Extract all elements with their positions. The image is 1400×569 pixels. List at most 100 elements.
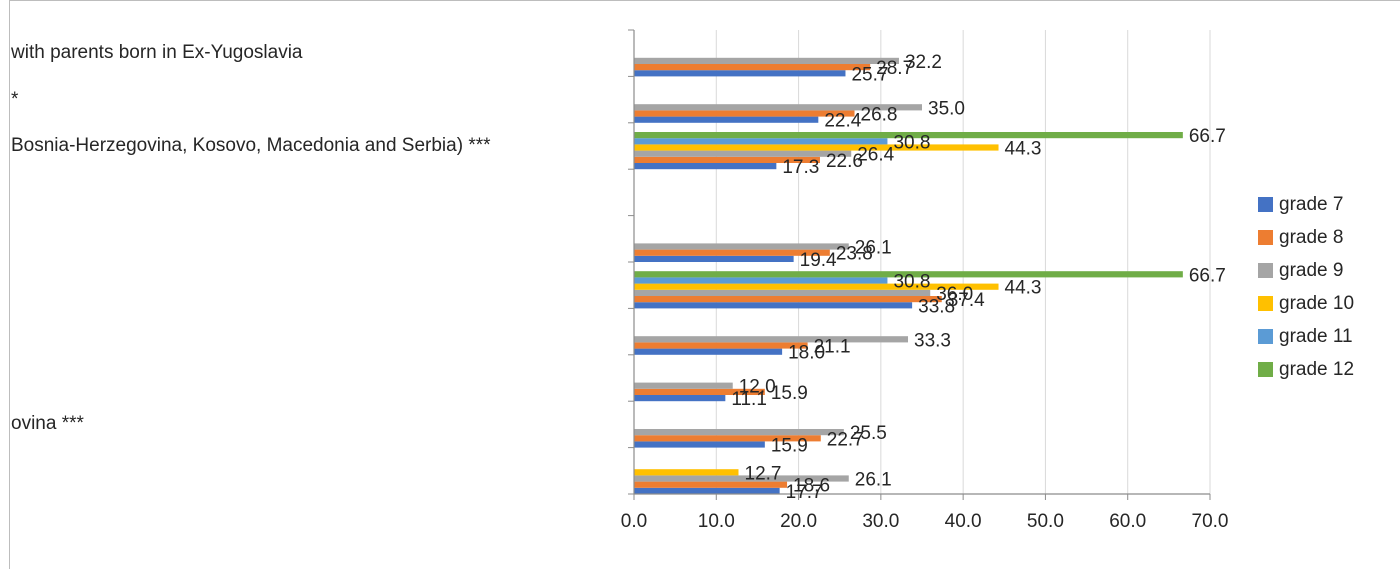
bar-grade-8 (634, 296, 942, 303)
bar-grade-8 (634, 481, 788, 488)
bar-grade-8 (634, 156, 820, 163)
data-label: 22.6 (826, 151, 863, 172)
bar-grade-7 (634, 255, 794, 262)
legend-swatch (1258, 296, 1273, 311)
data-label: 36.0 (936, 284, 973, 305)
data-label: 35.0 (928, 98, 965, 119)
data-label: 21.1 (814, 337, 851, 358)
data-label: 23.8 (836, 244, 873, 265)
data-label: 44.3 (1005, 278, 1042, 299)
data-label: 33.3 (914, 330, 951, 351)
bar-grade-10 (634, 283, 999, 290)
bar-grade-7 (634, 163, 777, 170)
data-label: 17.7 (786, 482, 823, 503)
legend-swatch (1258, 263, 1273, 278)
legend-swatch (1258, 362, 1273, 377)
bar-grade-8 (634, 249, 830, 256)
x-tick-label: 0.0 (621, 511, 647, 532)
data-label: 66.7 (1189, 265, 1226, 286)
bar-grade-9 (634, 475, 849, 482)
bar-grade-9 (634, 57, 899, 64)
category-label: ovina *** (11, 413, 84, 435)
gridlines (633, 30, 1211, 494)
data-label: 26.4 (857, 145, 894, 166)
data-label: 44.3 (1005, 139, 1042, 160)
bar-grade-9 (634, 289, 931, 296)
bar-grade-7 (634, 302, 913, 309)
data-label: 26.1 (855, 470, 892, 491)
bar-grade-9 (634, 429, 844, 436)
bar-grade-8 (634, 64, 871, 71)
data-labels: 25.722.417.319.433.818.011.115.917.728.7… (731, 52, 1225, 503)
data-label: 12.0 (739, 377, 776, 398)
data-label: 15.9 (771, 436, 808, 457)
legend-item: grade 12 (1258, 353, 1354, 386)
bar-grade-11 (634, 277, 888, 284)
data-label: 25.5 (850, 423, 887, 444)
bar-grade-9 (634, 336, 909, 343)
bar-grade-8 (634, 435, 821, 442)
legend-swatch (1258, 329, 1273, 344)
data-label: 37.4 (948, 290, 985, 311)
bar-grade-8 (634, 110, 855, 117)
legend-swatch (1258, 230, 1273, 245)
data-label: 26.8 (861, 105, 898, 126)
legend-label: grade 7 (1279, 193, 1344, 215)
data-label: 15.9 (771, 383, 808, 404)
legend-label: grade 10 (1279, 292, 1355, 314)
data-label: 11.1 (731, 389, 767, 410)
x-tick-label: 60.0 (1109, 511, 1146, 532)
data-label: 22.4 (824, 111, 861, 132)
data-label: 18.6 (793, 476, 830, 497)
bar-grade-9 (634, 150, 852, 157)
data-label: 22.7 (827, 429, 864, 450)
x-tick-label: 20.0 (780, 511, 817, 532)
bar-grade-7 (634, 348, 783, 355)
data-label: 18.0 (788, 343, 825, 364)
x-tick-label: 30.0 (862, 511, 899, 532)
bar-grade-9 (634, 104, 922, 111)
legend-label: grade 9 (1279, 259, 1344, 281)
bar-grade-7 (634, 487, 780, 494)
legend-label: grade 12 (1279, 358, 1355, 380)
x-tick-label: 70.0 (1192, 511, 1229, 532)
data-label: 19.4 (800, 250, 837, 271)
bar-grade-7 (634, 395, 726, 402)
x-tick-label: 40.0 (945, 511, 982, 532)
bar-grade-7 (634, 441, 765, 448)
legend-item: grade 11 (1258, 320, 1354, 353)
legend-swatch (1258, 197, 1273, 212)
bar-grade-12 (634, 132, 1183, 139)
bar-grade-7 (634, 70, 846, 77)
x-tick-labels: 0.0 10.0 20.0 30.0 40.0 50.0 60.0 70.0 (621, 511, 1229, 532)
axes (628, 29, 1211, 500)
bar-grade-12 (634, 271, 1183, 278)
data-label: 33.8 (918, 296, 955, 317)
category-label: * (11, 88, 19, 110)
category-label: Bosnia-Herzegovina, Kosovo, Macedonia an… (11, 135, 491, 156)
bar-grade-7 (634, 116, 819, 123)
legend-label: grade 8 (1279, 226, 1344, 248)
bar-grade-10 (634, 469, 739, 476)
legend-item: grade 10 (1258, 287, 1354, 320)
legend-label: grade 11 (1279, 325, 1353, 347)
data-label: 30.8 (893, 132, 930, 153)
data-label: 28.7 (876, 58, 913, 79)
data-label: 17.3 (782, 157, 819, 178)
bar-grade-9 (634, 382, 733, 389)
bar-grade-10 (634, 144, 999, 151)
data-label: 32.2 (905, 52, 942, 73)
bar-grade-11 (634, 138, 888, 145)
data-label: 26.1 (855, 238, 892, 259)
data-label: 66.7 (1189, 126, 1226, 147)
category-label: with parents born in Ex-Yugoslavia (11, 42, 303, 64)
legend: grade 7 grade 8 grade 9 grade 10 grade 11 gra… (1258, 188, 1354, 386)
bar-grade-8 (634, 388, 765, 395)
data-label: 25.7 (851, 64, 888, 85)
bar-grade-9 (634, 243, 849, 250)
data-label: 12.7 (745, 463, 782, 484)
legend-item: grade 9 (1258, 254, 1354, 287)
bars (634, 57, 1183, 494)
x-tick-label: 50.0 (1027, 511, 1064, 532)
